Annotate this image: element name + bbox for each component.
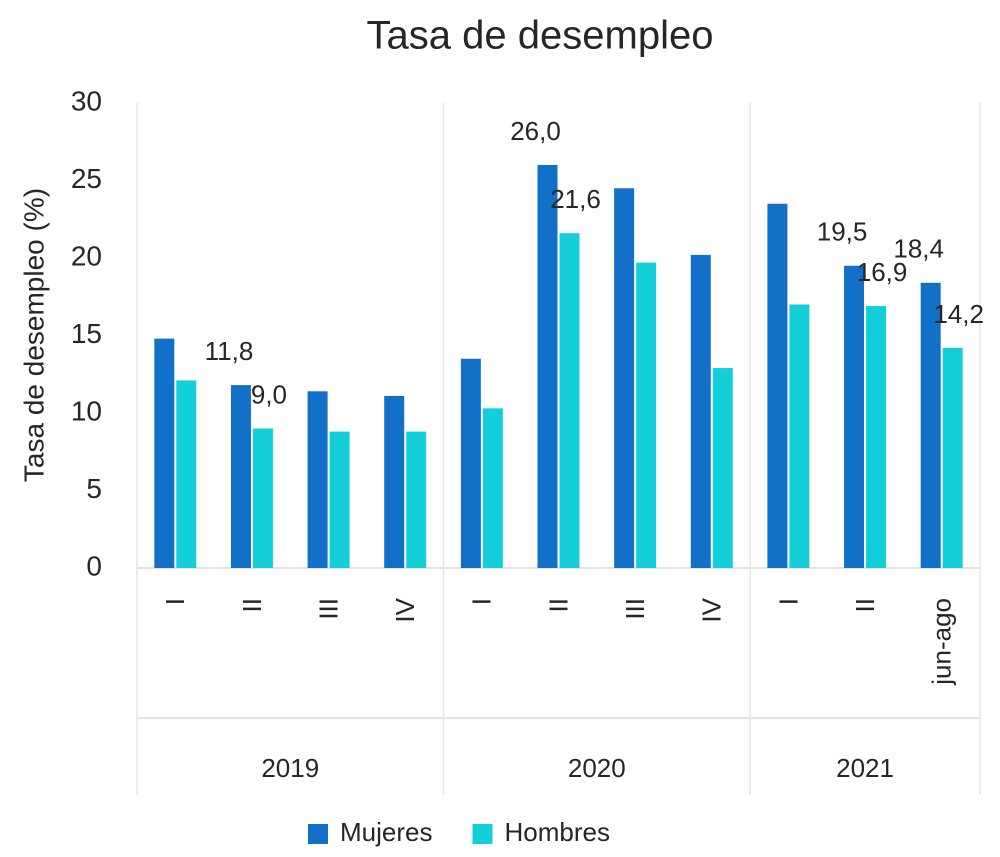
x-tick-label: I	[773, 598, 803, 605]
bar	[942, 347, 963, 568]
data-label: 26,0	[510, 116, 561, 146]
y-tick-label: 30	[71, 85, 102, 116]
bar	[176, 380, 197, 568]
group-label: 2020	[568, 753, 626, 783]
y-axis-title: Tasa de desempleo (%)	[18, 188, 49, 482]
bar	[920, 282, 941, 568]
y-tick-label: 10	[71, 395, 102, 426]
legend-label: Hombres	[504, 817, 609, 847]
bar	[406, 431, 427, 568]
bar	[307, 391, 328, 568]
legend-label: Mujeres	[340, 817, 432, 847]
data-label: 16,9	[857, 257, 908, 287]
bar	[537, 165, 558, 568]
x-tick-label: jun-ago	[927, 598, 957, 686]
bar	[767, 203, 788, 568]
bar	[789, 304, 810, 568]
x-tick-label: I	[467, 598, 497, 605]
bar	[636, 262, 657, 568]
bar	[460, 358, 481, 568]
bar	[844, 265, 865, 568]
x-tick-label: II	[543, 598, 573, 612]
bar	[690, 254, 711, 568]
bar	[559, 233, 580, 568]
data-label: 11,8	[205, 336, 254, 366]
y-tick-label: 0	[86, 550, 102, 581]
data-label: 9,0	[251, 379, 287, 409]
x-tick-label: III	[313, 598, 343, 620]
bar	[329, 431, 350, 568]
bar	[252, 428, 273, 568]
data-label: 19,5	[817, 217, 868, 247]
chart-title: Tasa de desempleo	[367, 14, 714, 58]
y-tick-label: 20	[71, 240, 102, 271]
bar	[384, 395, 405, 568]
y-tick-label: 15	[71, 318, 102, 349]
legend-swatch	[308, 824, 328, 844]
data-label: 14,2	[933, 299, 984, 329]
data-label: 21,6	[550, 184, 601, 214]
y-tick-label: 25	[71, 163, 102, 194]
bar	[482, 408, 503, 568]
data-label: 18,4	[893, 234, 944, 264]
bar	[866, 306, 887, 568]
bar	[154, 338, 175, 568]
group-label: 2021	[836, 753, 894, 783]
x-tick-label: IV	[390, 597, 420, 622]
x-tick-label: II	[850, 598, 880, 612]
x-tick-label: IV	[697, 597, 727, 622]
bar	[230, 385, 251, 568]
x-tick-label: I	[160, 598, 190, 605]
legend-swatch	[472, 824, 493, 844]
x-tick-label: II	[237, 598, 267, 612]
group-label: 2019	[261, 753, 319, 783]
bar	[614, 188, 635, 568]
y-tick-label: 5	[86, 473, 102, 504]
x-tick-label: III	[620, 598, 650, 620]
bar	[712, 368, 733, 568]
